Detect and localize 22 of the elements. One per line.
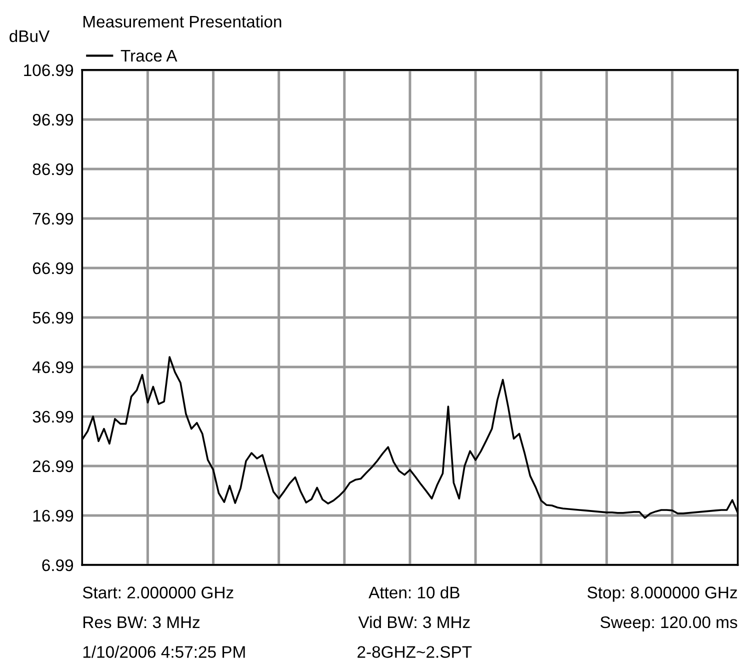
y-tick-label: 76.99	[32, 212, 74, 225]
y-tick-label: 36.99	[32, 410, 74, 423]
y-tick-label: 16.99	[33, 510, 74, 522]
text: Res BW: 3 MHz	[84, 616, 200, 628]
text: Sweep: 120.00 ms	[600, 616, 738, 632]
y-tick-label: 106.99	[24, 64, 74, 76]
text: Start: 2.000000 GHz	[82, 586, 234, 598]
y-tick-label: 26.99	[32, 460, 74, 472]
y-tick-label: 6.99	[42, 559, 74, 572]
y-tick-label: 46.99	[32, 361, 74, 374]
text: 1/10/2006 4:57:25 PM	[83, 646, 245, 658]
text: Atten: 10 dB	[368, 586, 460, 598]
text: 2-8GHZ~2.SPT	[358, 646, 472, 658]
text: Stop: 8.000000 GHz	[588, 586, 737, 602]
y-tick-label: 66.99	[32, 262, 74, 274]
chart-title: Measurement Presentation	[84, 15, 282, 28]
text: Vid BW: 3 MHz	[358, 616, 470, 628]
y-tick-label: 56.99	[32, 312, 74, 324]
y-tick-label: 96.99	[32, 114, 74, 126]
y-tick-label: 86.99	[32, 163, 74, 176]
y-axis-title: dBuV	[10, 30, 50, 42]
legend-label: Trace A	[120, 50, 178, 62]
